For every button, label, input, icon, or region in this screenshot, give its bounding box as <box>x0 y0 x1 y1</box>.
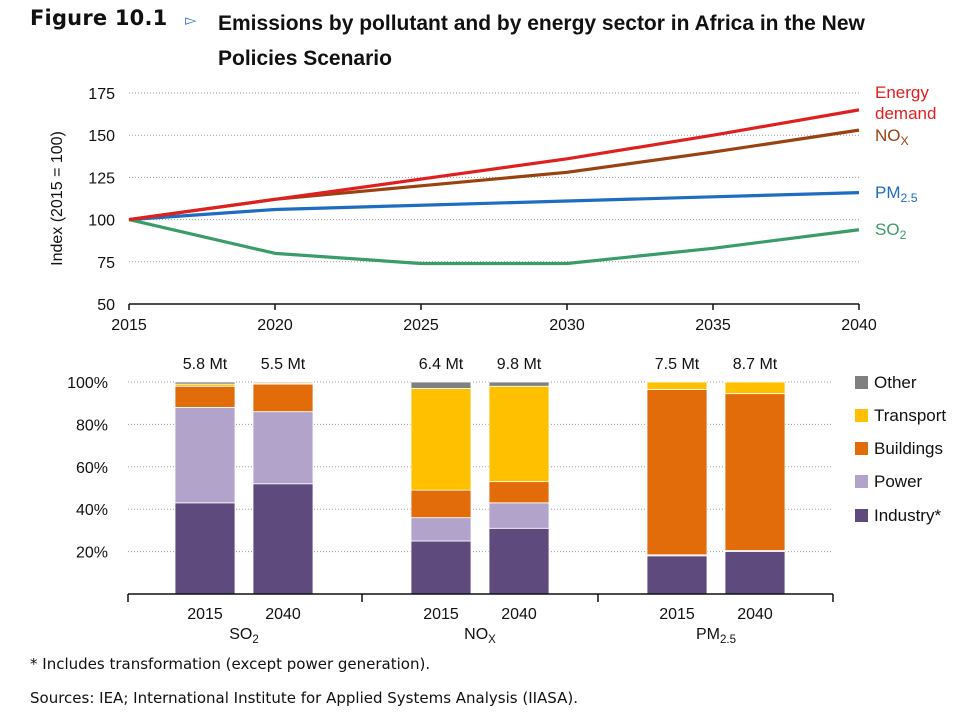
footnote: * Includes transformation (except power … <box>30 655 431 673</box>
y-tick-label: 125 <box>88 170 115 187</box>
stacked-bar-chart: 20% 40% 60% 80% 100% 5.8 Mt 2015 5.5 Mt 2040 SO2 6… <box>67 356 946 645</box>
bar-segment <box>252 411 314 485</box>
legend-label: Transport <box>874 406 946 425</box>
bar-segment <box>646 389 708 556</box>
y-tick-label: 80% <box>76 417 108 434</box>
group-label: PM2.5 <box>696 626 736 645</box>
group-label: SO2 <box>229 626 259 645</box>
bar-segment <box>410 489 472 519</box>
series-line <box>128 108 860 222</box>
bar-total-label: 9.8 Mt <box>497 356 542 373</box>
series-label: Energy <box>875 83 929 102</box>
x-tick-label: 2040 <box>841 317 877 334</box>
bar-segment <box>724 381 786 395</box>
bar-segment <box>174 502 236 595</box>
bar-year-label: 2040 <box>737 606 773 623</box>
triangle-right-icon: ▻ <box>185 12 197 29</box>
x-tick-label: 2030 <box>549 317 585 334</box>
sources-note: Sources: IEA; International Institute fo… <box>30 689 578 707</box>
series-line <box>128 218 860 266</box>
bar-total-label: 5.5 Mt <box>261 356 306 373</box>
bar-segment <box>724 393 786 551</box>
bar-segment <box>410 517 472 542</box>
legend-swatch <box>855 442 868 455</box>
bar-segment <box>252 381 314 384</box>
y-tick-label: 40% <box>76 502 108 519</box>
bar-segment <box>410 540 472 595</box>
bar-total-label: 8.7 Mt <box>733 356 778 373</box>
bar-year-label: 2015 <box>187 606 223 623</box>
legend-label: Other <box>874 373 917 392</box>
bar-total-label: 5.8 Mt <box>183 356 228 373</box>
bar-segment <box>488 385 550 483</box>
bar-segment <box>724 551 786 595</box>
y-tick-label: 75 <box>97 255 115 272</box>
legend-swatch <box>855 376 868 389</box>
bar-year-label: 2015 <box>423 606 459 623</box>
y-axis-label: Index (2015 = 100) <box>49 131 66 266</box>
y-tick-label: 60% <box>76 460 108 477</box>
x-tick-label: 2015 <box>111 317 147 334</box>
y-tick-label: 20% <box>76 545 108 562</box>
legend-swatch <box>855 409 868 422</box>
bar-segment <box>252 483 314 595</box>
bar-total-label: 7.5 Mt <box>655 356 700 373</box>
series-label: PM2.5 <box>875 183 918 205</box>
y-tick-label: 175 <box>88 86 115 103</box>
y-tick-label: 100% <box>67 375 108 392</box>
bar-year-label: 2040 <box>501 606 537 623</box>
bar-segment <box>410 387 472 491</box>
bar-segment <box>174 407 236 504</box>
bar-segment <box>174 381 236 385</box>
bar-segment <box>174 385 236 408</box>
figure-title: Emissions by pollutant and by energy sec… <box>218 12 865 70</box>
legend-swatch <box>855 475 868 488</box>
series-line <box>128 190 860 222</box>
bar-segment <box>646 555 708 595</box>
x-tick-label: 2020 <box>257 317 293 334</box>
bar-segment <box>488 481 550 504</box>
legend-label: Power <box>874 472 923 491</box>
legend-swatch <box>855 509 868 522</box>
legend-label: Industry* <box>874 506 941 525</box>
bar-segment <box>488 527 550 595</box>
group-label: NOX <box>464 626 496 645</box>
series-label: NOX <box>875 126 909 148</box>
figure-label: Figure 10.1 <box>30 6 168 30</box>
bar-total-label: 6.4 Mt <box>419 356 464 373</box>
bar-year-label: 2040 <box>265 606 301 623</box>
x-tick-label: 2035 <box>695 317 731 334</box>
bar-segment <box>488 502 550 529</box>
y-tick-label: 50 <box>97 297 115 314</box>
bar-year-label: 2015 <box>659 606 695 623</box>
bar-segment <box>646 381 708 390</box>
legend-label: Buildings <box>874 439 943 458</box>
series-label: demand <box>875 104 936 123</box>
series-label: SO2 <box>875 220 907 242</box>
y-tick-label: 150 <box>88 128 115 145</box>
bar-segment <box>252 383 314 413</box>
bar-segment <box>488 381 550 387</box>
x-tick-label: 2025 <box>403 317 439 334</box>
line-chart: 50 75 100 125 150 175 2015 2020 2025 2030 2035 2040… <box>49 83 936 334</box>
y-tick-label: 100 <box>88 213 115 230</box>
series-line <box>128 128 860 222</box>
bar-segment <box>410 381 472 389</box>
